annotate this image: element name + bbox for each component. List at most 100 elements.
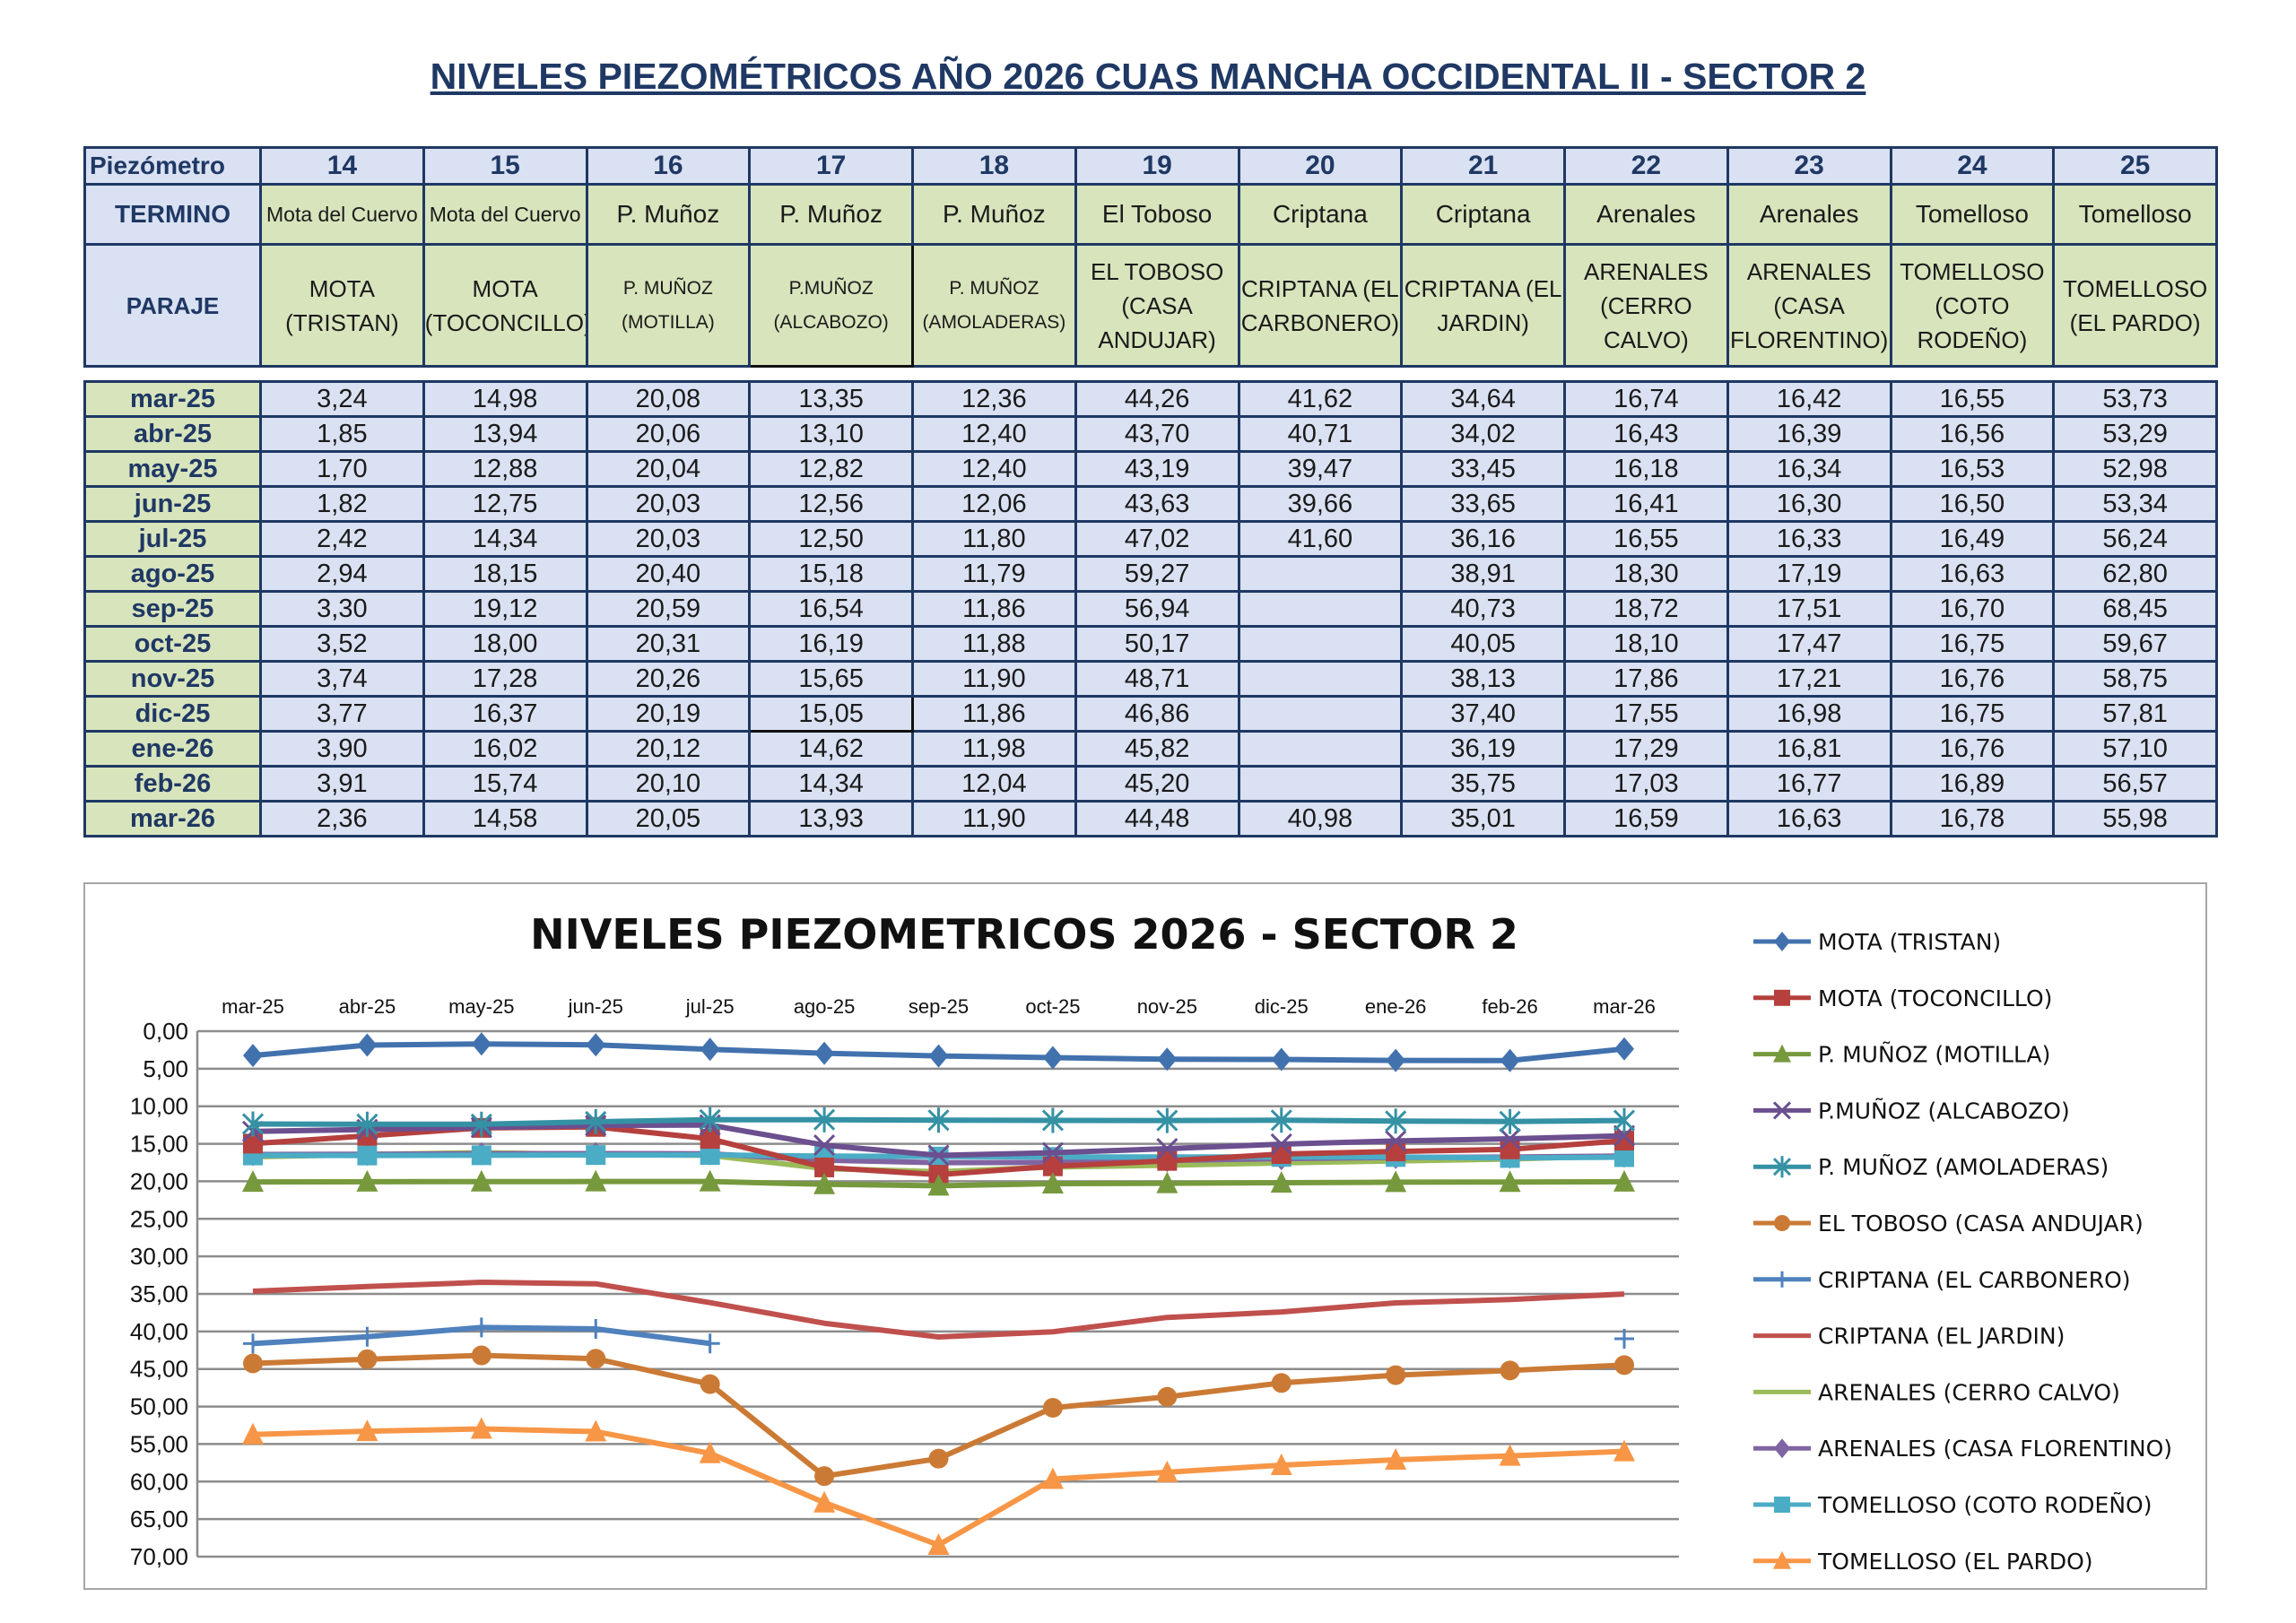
piezometer-id: 19: [1074, 146, 1240, 186]
paraje-cell: MOTA (TRISTAN): [259, 243, 425, 368]
table-row: ago-25 2,94 18,15 20,40 15,18 11,79 59,27 38,91…: [83, 555, 2218, 593]
x-tick-label: mar-25: [222, 995, 284, 1018]
x-tick-label: nov-25: [1137, 995, 1197, 1018]
value-cell: 20,40: [585, 555, 752, 593]
circle-marker: [1614, 1355, 1634, 1376]
termino-cell: P. Muñoz: [585, 183, 752, 246]
month-cell: mar-26: [83, 800, 262, 838]
circle-marker: [928, 1448, 949, 1469]
table-row: may-25 1,70 12,88 20,04 12,82 12,40 43,19 39,47…: [83, 450, 2218, 488]
triangle-marker: [1773, 1044, 1791, 1063]
square-marker: [357, 1145, 378, 1166]
plus-marker: [586, 1319, 606, 1340]
circle-marker: [471, 1345, 491, 1366]
value-cell: 20,12: [585, 730, 752, 768]
month-cell: nov-25: [83, 660, 262, 698]
value-cell: 11,86: [911, 590, 1077, 628]
y-tick-label: 50,00: [130, 1393, 188, 1420]
table-row: jun-25 1,82 12,75 20,03 12,56 12,06 43,63 39,66…: [83, 485, 2218, 523]
y-tick-label: 0,00: [143, 1018, 188, 1045]
value-cell: 58,75: [2052, 660, 2218, 698]
x-marker: [1270, 1133, 1292, 1156]
piezometer-id: 16: [585, 146, 752, 186]
paraje-cell: CRIPTANA (EL CARBONERO): [1237, 243, 1404, 368]
value-cell: 17,51: [1726, 590, 1892, 628]
value-cell: 36,19: [1400, 730, 1566, 768]
value-cell: 16,78: [1889, 800, 2056, 838]
value-cell: 16,56: [1889, 415, 2056, 453]
table-row: mar-25 3,24 14,98 20,08 13,35 12,36 44,26 41,62…: [83, 380, 2218, 418]
page-title: NIVELES PIEZOMÉTRICOS AÑO 2026 CUAS MANC…: [430, 56, 1866, 97]
paraje-cell: P. MUÑOZ (MOTILLA): [585, 243, 752, 368]
y-tick-label: 25,00: [130, 1205, 188, 1232]
square-marker: [1614, 1147, 1634, 1167]
value-cell: [1237, 765, 1404, 803]
value-cell: 16,55: [1889, 380, 2056, 418]
triangle-marker: [1613, 1439, 1635, 1462]
paraje-cell: ARENALES (CASA FLORENTINO): [1726, 243, 1892, 368]
y-tick-label: 35,00: [130, 1280, 188, 1307]
value-cell: 20,06: [585, 415, 752, 453]
x-marker: [1613, 1124, 1636, 1147]
triangle-marker: [1270, 1171, 1292, 1193]
triangle-marker: [585, 1169, 607, 1192]
star-marker: [241, 1111, 265, 1137]
x-marker: [1385, 1130, 1407, 1152]
value-cell: 16,70: [1889, 590, 2056, 628]
star-marker: [1613, 1107, 1636, 1133]
value-cell: 11,98: [911, 730, 1077, 768]
month-cell: dic-25: [83, 695, 262, 733]
table-row: sep-25 3,30 19,12 20,59 16,54 11,86 56,94 40,73…: [83, 590, 2218, 628]
paraje-cell: ARENALES (CERRO CALVO): [1563, 243, 1729, 368]
circle-marker: [1157, 1386, 1178, 1407]
value-cell: 13,10: [748, 415, 914, 453]
value-cell: 3,24: [259, 380, 425, 418]
legend-label: P. MUÑOZ (AMOLADERAS): [1818, 1153, 2109, 1180]
value-cell: 16,59: [1563, 800, 1729, 838]
value-cell: 38,13: [1400, 660, 1566, 698]
square-marker: [1774, 1497, 1790, 1513]
value-cell: 11,86: [911, 695, 1077, 733]
value-cell: 56,94: [1074, 590, 1240, 628]
legend-label: TOMELLOSO (COTO RODEÑO): [1817, 1491, 2152, 1518]
value-cell: 57,81: [2052, 695, 2218, 733]
x-tick-label: jul-25: [685, 995, 735, 1018]
diamond-marker: [1271, 1047, 1292, 1072]
value-cell: 14,58: [422, 800, 588, 838]
circle-marker: [1386, 1365, 1406, 1385]
month-cell: jun-25: [83, 485, 262, 523]
value-cell: 56,57: [2052, 765, 2218, 803]
diamond-marker: [928, 1044, 949, 1068]
square-marker: [700, 1145, 720, 1166]
piezometer-id: 14: [259, 146, 425, 186]
x-tick-label: may-25: [448, 995, 514, 1018]
value-cell: 12,56: [748, 485, 914, 523]
x-marker: [813, 1134, 836, 1157]
star-marker: [1156, 1107, 1178, 1133]
month-cell: ago-25: [83, 555, 262, 593]
value-cell: 18,15: [422, 555, 588, 593]
value-cell: 16,75: [1889, 625, 2056, 663]
month-cell: feb-26: [83, 765, 262, 803]
diamond-marker: [357, 1033, 378, 1057]
value-cell: 12,06: [911, 485, 1077, 523]
x-tick-label: feb-26: [1482, 995, 1537, 1018]
value-cell: 12,04: [911, 765, 1077, 803]
x-tick-label: abr-25: [339, 995, 396, 1018]
value-cell: 12,75: [422, 485, 588, 523]
value-cell: 38,91: [1400, 555, 1566, 593]
value-cell: 20,26: [585, 660, 752, 698]
value-cell: 3,91: [259, 765, 425, 803]
value-cell: 12,36: [911, 380, 1077, 418]
value-cell: 14,34: [748, 765, 914, 803]
value-cell: 56,24: [2052, 520, 2218, 558]
star-marker: [470, 1111, 492, 1137]
value-cell: 35,01: [1400, 800, 1566, 838]
value-cell: 17,29: [1563, 730, 1729, 768]
triangle-marker: [1385, 1170, 1407, 1193]
triangle-marker: [242, 1170, 264, 1193]
row-label-termino: TERMINO: [83, 183, 262, 246]
value-cell: 57,10: [2052, 730, 2218, 768]
value-cell: 40,71: [1237, 415, 1404, 453]
value-cell: 16,54: [748, 590, 914, 628]
